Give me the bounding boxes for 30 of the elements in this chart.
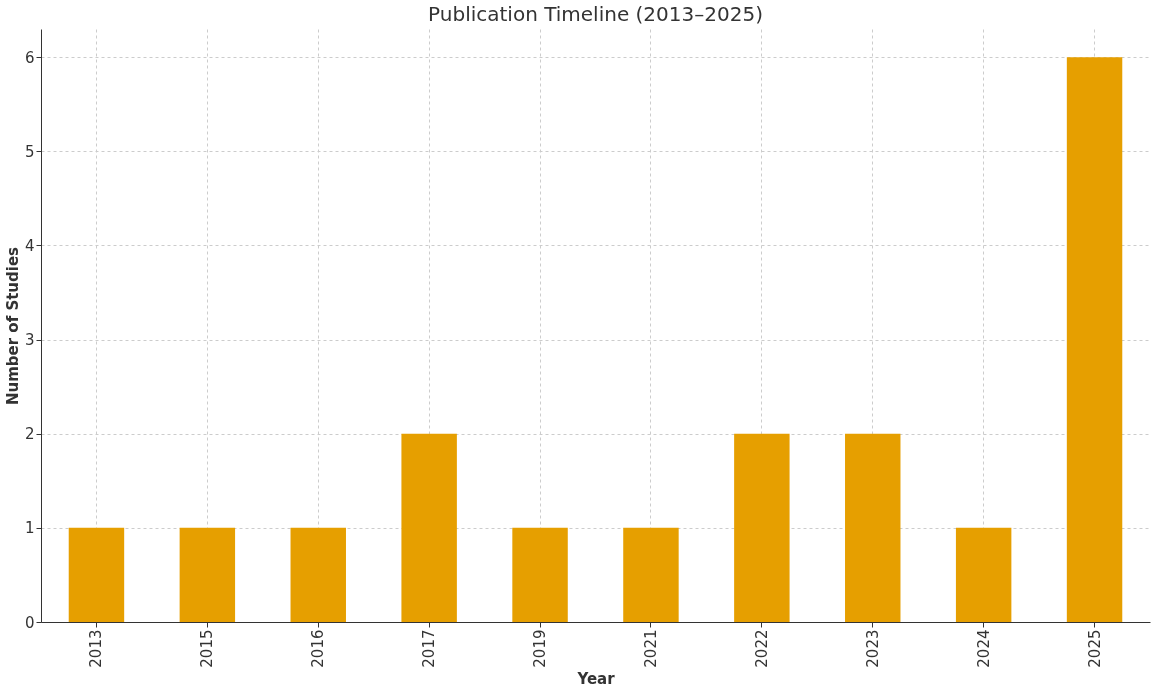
- bar: [1066, 57, 1123, 622]
- bar: [734, 433, 790, 622]
- x-tick-label: 2016: [309, 629, 328, 668]
- y-tick-label: 5: [24, 142, 35, 161]
- x-tick-label: 2013: [87, 629, 106, 668]
- y-tick-label: 0: [24, 613, 35, 632]
- y-axis-title: Number of Studies: [3, 246, 22, 406]
- bar: [512, 527, 568, 622]
- y-tick-label: 4: [24, 236, 35, 255]
- x-tick-label: 2015: [198, 629, 217, 668]
- bar: [623, 527, 679, 622]
- x-tick-label: 2025: [1085, 629, 1104, 668]
- bar: [401, 433, 457, 622]
- x-tick-label: 2023: [863, 629, 882, 668]
- x-axis-title: Year: [576, 669, 616, 688]
- bar: [845, 433, 901, 622]
- x-tick-label: 2022: [752, 629, 771, 668]
- bar: [290, 527, 346, 622]
- y-tick-label: 6: [24, 48, 35, 67]
- chart-title: Publication Timeline (2013–2025): [428, 2, 763, 26]
- x-tick-label: 2017: [420, 629, 439, 668]
- y-tick-label: 2: [24, 425, 35, 444]
- bar: [179, 527, 236, 622]
- y-tick-label: 1: [24, 519, 35, 538]
- x-tick-label: 2021: [641, 629, 660, 668]
- y-tick-label: 3: [24, 331, 35, 350]
- bar: [955, 527, 1012, 622]
- x-tick-label: 2019: [531, 629, 550, 668]
- x-tick-label: 2024: [974, 629, 993, 668]
- bar: [68, 527, 125, 622]
